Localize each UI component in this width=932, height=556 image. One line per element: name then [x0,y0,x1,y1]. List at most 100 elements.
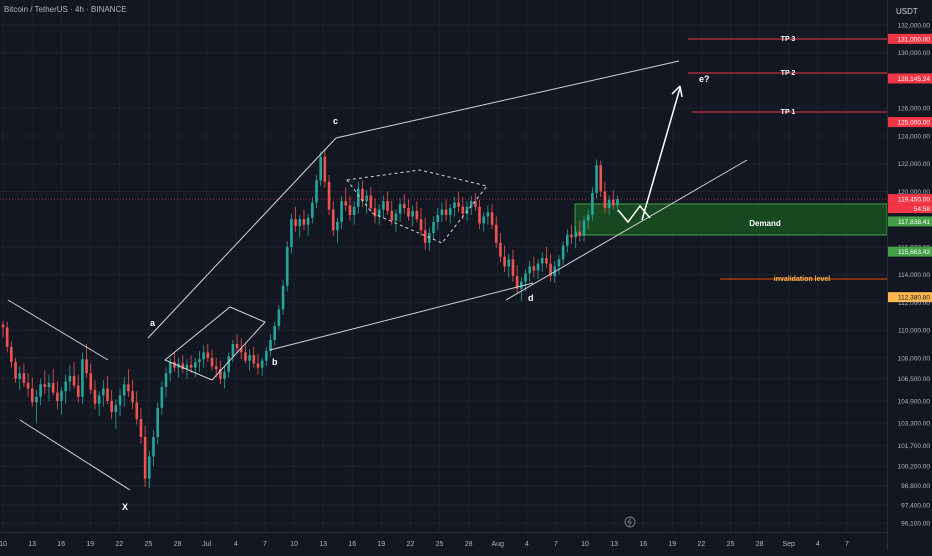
candle-body [189,364,193,368]
candle-body [110,400,113,413]
candle-body [524,273,527,282]
candle-body [469,201,473,207]
candle-body [561,245,565,260]
candle-body [256,363,260,368]
time-label: 10 [0,541,7,548]
candle-body [239,348,243,353]
candle-body [68,375,72,382]
candle-body [528,266,531,274]
price-tick-label: 101,700.00 [897,443,930,450]
trendline-c-e [335,60,680,139]
candle-body [298,219,302,227]
time-label: 19 [377,541,385,548]
target-lines: TP 3 TP 2 TP 1 invalidation level [688,36,887,283]
wave-labels: a b c d e? X [122,74,710,512]
candle-body [227,356,231,372]
candle-body [118,395,122,406]
candle-body [81,359,84,397]
candle-body [85,359,88,374]
time-label: 28 [174,541,182,548]
candle-body [377,209,381,217]
time-label: 25 [145,541,153,548]
trendlines [7,60,748,491]
candle-body [327,181,331,210]
trendline-a-c [147,137,337,339]
price-tick-label: 125,000.00 [897,120,930,127]
wave-label-b: b [272,357,278,367]
candle-body [18,373,22,379]
price-tick-label: 122,000.00 [897,161,930,168]
price-chart[interactable]: Demand a b c d e? X TP 3 [0,0,888,532]
triangle-c-d [346,169,488,244]
price-tick-label: 120,000.00 [897,189,930,196]
candle-body [591,192,594,216]
candle-body [148,456,151,479]
candle-body [139,418,143,437]
price-label-bg [888,33,932,44]
price-ticks: 132,000.00 131,000.00 130,000.00 128,145.24… [888,23,932,528]
price-tick-label: 130,000.00 [897,50,930,57]
candle-body [277,309,281,327]
candle-body [323,156,327,182]
candle-body [444,209,448,216]
time-label: 28 [756,541,764,548]
candle-body [545,258,548,264]
time-label: 7 [845,541,849,548]
projection-arrowhead [671,85,683,98]
candle-body [398,203,402,214]
candle-body [39,384,42,397]
events-marker[interactable] [624,516,636,528]
triangle-a-b [164,306,266,381]
price-label-bg [888,117,932,128]
events-icon[interactable] [624,516,636,528]
candle-body [26,382,30,389]
candle-body [557,259,561,267]
candle-body [285,246,289,286]
candle-body [515,276,519,289]
candle-body [511,259,515,277]
candle-body [336,221,339,231]
countdown-bg [888,204,932,214]
trendline-x-left-upper [7,299,109,361]
candlestick-series [0,148,887,489]
candle-body [281,285,285,310]
candle-body [603,191,607,209]
time-label: 22 [116,541,124,548]
candle-body [30,388,34,403]
candle-body [315,180,318,203]
candle-body [582,220,586,236]
price-tick-label: 115,663.43 [898,249,930,256]
price-tick-label: 96,100.00 [901,521,930,528]
invalidation-label: invalidation level [774,276,830,283]
candle-body [361,188,364,202]
candle-body [415,210,419,220]
candle-body [453,202,456,209]
currency-label: USDT [896,7,918,16]
demand-label: Demand [749,219,781,228]
time-label: 25 [727,541,735,548]
time-label: 19 [668,541,676,548]
candle-body [269,339,272,351]
candle-body [499,242,502,257]
time-axis[interactable]: 10 13 16 19 22 25 28 Jul 4 7 10 13 16 19 22 25 28 Aug 4 7 10… [0,532,887,551]
candle-body [122,384,126,396]
price-tick-label: 117,838.41 [898,219,930,226]
wave-label-a: a [150,318,156,328]
candle-body [440,209,444,216]
candle-body [93,389,97,404]
price-axis[interactable]: USDT 132,000.00 131,000.00 130,000.00 128,1… [887,0,932,550]
candle-body [235,344,239,349]
candle-body [365,195,368,202]
price-tick-label: 128,145.24 [897,76,930,83]
chart-area[interactable]: Bitcoin / TetherUS · 4h · BINANCE Demand… [0,0,888,532]
price-tick-label: 103,300.00 [897,421,930,428]
time-label: 28 [465,541,473,548]
price-tick-label: 124,000.00 [897,133,930,140]
candle-body [260,360,264,368]
candle-body [348,205,352,216]
price-tick-label: 112,380.80 [898,295,930,302]
candle-body [486,212,490,217]
time-label: 13 [28,541,36,548]
candle-body [494,224,498,243]
candle-body [520,281,523,289]
